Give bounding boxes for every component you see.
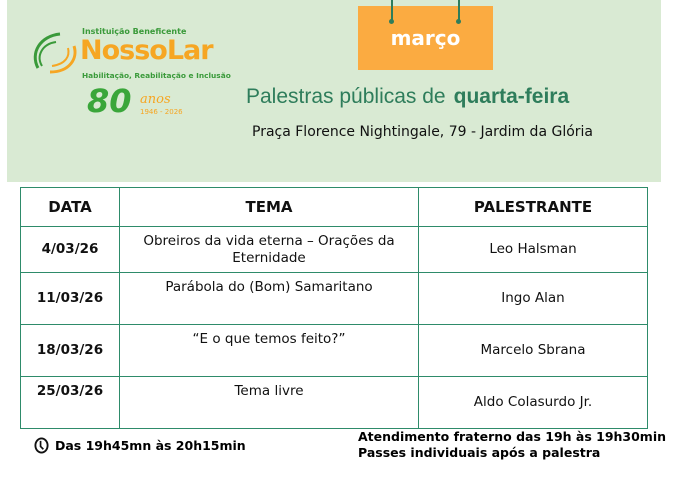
cell-tema: Parábola do (Bom) Samaritano [119, 272, 419, 325]
table-row: 11/03/26 Parábola do (Bom) Samaritano Ingo… [20, 272, 648, 325]
hands-icon [33, 32, 77, 74]
cell-date: 4/03/26 [20, 226, 120, 273]
header-band [7, 0, 661, 182]
footer-notes: Atendimento fraterno das 19h às 19h30min… [358, 429, 666, 461]
logo-name: NossoLar [80, 35, 214, 66]
cell-tema: “E o que temos feito?” [119, 324, 419, 377]
cell-date: 25/03/26 [20, 376, 120, 429]
logo-anos: anos [140, 92, 171, 107]
table-header-row: DATA TEMA PALESTRANTE [20, 187, 648, 227]
logo-institution: Instituição Beneficente [82, 27, 187, 36]
header-tema: TEMA [119, 187, 419, 227]
passes-text: Passes individuais após a palestra [358, 445, 601, 460]
month-label: março [390, 26, 461, 50]
sign-pin [456, 19, 461, 24]
table-row: 25/03/26 Tema livre Aldo Colasurdo Jr. [20, 376, 648, 429]
logo-years: 1946 - 2026 [140, 108, 183, 116]
schedule-time: Das 19h45mn às 20h15min [34, 437, 246, 454]
cell-palestrante: Marcelo Sbrana [418, 324, 648, 377]
clock-icon [34, 437, 49, 454]
cell-palestrante: Ingo Alan [418, 272, 648, 325]
sign-pin [389, 19, 394, 24]
logo-80: 80 [87, 82, 132, 120]
cell-date: 18/03/26 [20, 324, 120, 377]
cell-tema: Obreiros da vida eterna – Orações da Ete… [119, 226, 419, 273]
header-palestrante: PALESTRANTE [418, 187, 648, 227]
cell-palestrante: Aldo Colasurdo Jr. [418, 376, 648, 429]
nosso-lar-logo: Instituição Beneficente NossoLar Habilit… [30, 20, 231, 130]
address: Praça Florence Nightingale, 79 - Jardim … [252, 124, 593, 140]
atendimento-text: Atendimento fraterno das 19h às 19h30min [358, 429, 667, 444]
schedule-table: DATA TEMA PALESTRANTE 4/03/26 Obreiros da… [20, 187, 648, 429]
sign-string [458, 0, 460, 22]
table-row: 4/03/26 Obreiros da vida eterna – Orações… [20, 226, 648, 273]
logo-tagline: Habilitação, Reabilitação e Inclusão [82, 71, 231, 80]
sign-string [391, 0, 393, 22]
month-sign [358, 6, 493, 70]
table-row: 18/03/26 “E o que temos feito?” Marcelo Sb… [20, 324, 648, 377]
header-data: DATA [20, 187, 120, 227]
cell-palestrante: Leo Halsman [418, 226, 648, 273]
cell-date: 11/03/26 [20, 272, 120, 325]
page-title: Palestras públicas de quarta-feira [246, 85, 570, 108]
schedule-text: Das 19h45mn às 20h15min [55, 438, 246, 453]
cell-tema: Tema livre [119, 376, 419, 429]
